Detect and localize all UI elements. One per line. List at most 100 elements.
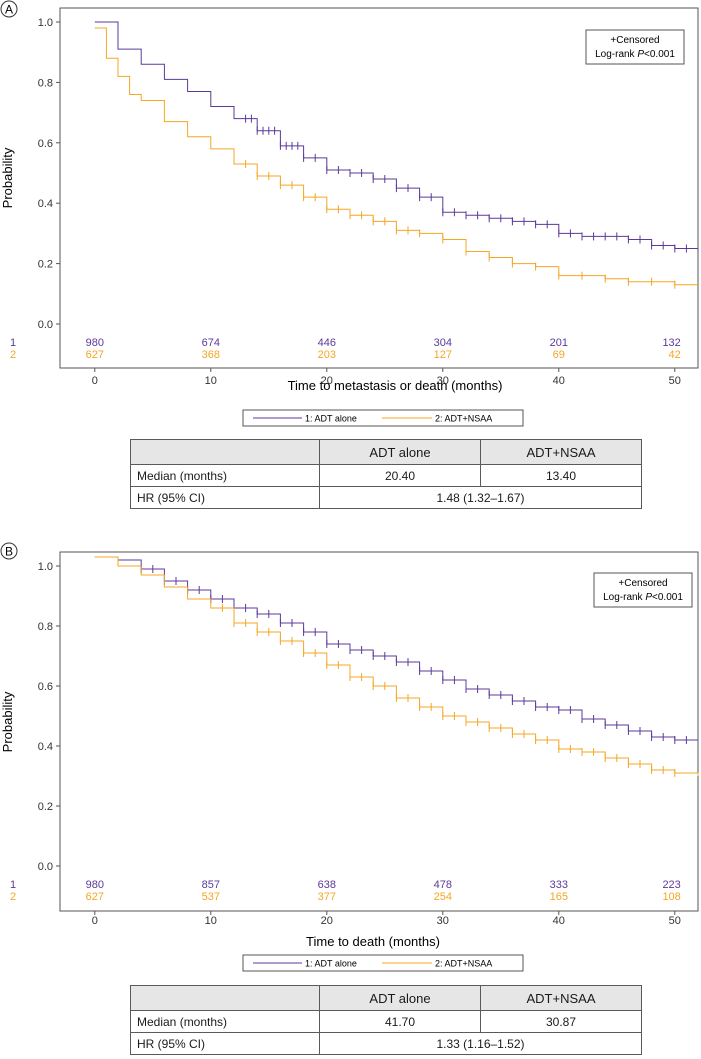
y-tick-label: 1.0 bbox=[38, 561, 53, 573]
plot-frame bbox=[59, 7, 699, 369]
panel-a-risk-row-label-2: 2 bbox=[10, 349, 16, 361]
at-risk-value-series2: 537 bbox=[202, 891, 220, 903]
panel-a-y-axis-label: Probability bbox=[0, 147, 15, 208]
y-tick-label: 0.6 bbox=[38, 681, 53, 693]
table-header-adt-nsaa: ADT+NSAA bbox=[480, 985, 642, 1011]
at-risk-value-series2: 203 bbox=[318, 349, 336, 361]
panel-b-legend-logrank: Log-rank P<0.001 bbox=[603, 592, 683, 603]
y-tick-label: 0.8 bbox=[38, 621, 53, 633]
at-risk-value-series1: 638 bbox=[318, 879, 336, 891]
at-risk-value-series2: 108 bbox=[662, 891, 680, 903]
y-tick-label: 1.0 bbox=[38, 17, 53, 29]
panel-b-legend-label-2: 2: ADT+NSAA bbox=[435, 959, 492, 969]
table-row: Median (months) 41.70 30.87 bbox=[130, 1010, 642, 1033]
x-tick-label: 40 bbox=[553, 375, 565, 387]
panel-b-risk-row-label-2: 2 bbox=[10, 891, 16, 903]
table-row: HR (95% CI) 1.33 (1.16–1.52) bbox=[130, 1032, 642, 1055]
x-tick-label: 50 bbox=[669, 915, 681, 927]
panel-a-risk-row-label-1: 1 bbox=[10, 337, 16, 349]
panel-b-letter-circle bbox=[0, 542, 18, 560]
table-header-row: ADT alone ADT+NSAA bbox=[130, 439, 642, 465]
y-tick-label: 0.8 bbox=[38, 77, 53, 89]
panel-b-summary-table: ADT alone ADT+NSAA Median (months) 41.70… bbox=[130, 985, 642, 1055]
x-tick-label: 30 bbox=[437, 375, 449, 387]
panel-b-x-axis-label: Time to death (months) bbox=[306, 934, 440, 949]
panel-a-summary-table: ADT alone ADT+NSAA Median (months) 20.40… bbox=[130, 439, 642, 509]
at-risk-value-series2: 42 bbox=[669, 349, 681, 361]
panel-a-legend-label-2: 2: ADT+NSAA bbox=[435, 414, 492, 424]
table-cell-median-label: Median (months) bbox=[130, 464, 320, 487]
at-risk-value-series2: 69 bbox=[553, 349, 565, 361]
at-risk-value-series1: 304 bbox=[434, 337, 452, 349]
table-cell-median-label: Median (months) bbox=[130, 1010, 320, 1033]
at-risk-value-series1: 980 bbox=[86, 879, 104, 891]
table-header-empty bbox=[130, 439, 320, 465]
at-risk-value-series1: 478 bbox=[434, 879, 452, 891]
at-risk-value-series1: 201 bbox=[550, 337, 568, 349]
panel-a-letter: A bbox=[5, 3, 13, 17]
panel-a-legend-label-1: 1: ADT alone bbox=[305, 414, 357, 424]
x-tick-label: 40 bbox=[553, 915, 565, 927]
at-risk-value-series1: 333 bbox=[550, 879, 568, 891]
table-cell-median-adt: 20.40 bbox=[319, 464, 481, 487]
x-tick-label: 0 bbox=[92, 375, 98, 387]
table-cell-hr-value: 1.33 (1.16–1.52) bbox=[319, 1032, 642, 1055]
at-risk-value-series2: 627 bbox=[86, 891, 104, 903]
y-tick-label: 0.0 bbox=[38, 319, 53, 331]
at-risk-value-series2: 127 bbox=[434, 349, 452, 361]
x-tick-label: 20 bbox=[321, 375, 333, 387]
table-header-adt-nsaa: ADT+NSAA bbox=[480, 439, 642, 465]
panel-b-risk-row-label-1: 1 bbox=[10, 879, 16, 891]
x-tick-label: 10 bbox=[205, 375, 217, 387]
panel-a-legend-box bbox=[585, 29, 685, 65]
at-risk-value-series2: 377 bbox=[318, 891, 336, 903]
y-tick-label: 0.4 bbox=[38, 741, 53, 753]
x-tick-label: 10 bbox=[205, 915, 217, 927]
x-tick-label: 30 bbox=[437, 915, 449, 927]
panel-b-y-axis-label: Probability bbox=[0, 691, 15, 752]
at-risk-value-series2: 254 bbox=[434, 891, 452, 903]
at-risk-value-series1: 223 bbox=[662, 879, 680, 891]
table-cell-hr-label: HR (95% CI) bbox=[130, 1032, 320, 1055]
panel-a-letter-circle bbox=[0, 0, 18, 18]
table-header-row: ADT alone ADT+NSAA bbox=[130, 985, 642, 1011]
at-risk-value-series1: 446 bbox=[318, 337, 336, 349]
plot-frame bbox=[59, 551, 699, 912]
at-risk-value-series2: 368 bbox=[202, 349, 220, 361]
table-row: HR (95% CI) 1.48 (1.32–1.67) bbox=[130, 486, 642, 509]
table-header-empty bbox=[130, 985, 320, 1011]
at-risk-value-series1: 674 bbox=[202, 337, 220, 349]
panel-b: B Probability Time to death (months) +Ce… bbox=[0, 542, 693, 972]
km-curve-series2 bbox=[94, 27, 698, 286]
table-cell-median-nsaa: 30.87 bbox=[480, 1010, 642, 1033]
panel-b-legend-label-1: 1: ADT alone bbox=[305, 959, 357, 969]
y-tick-label: 0.2 bbox=[38, 259, 53, 271]
x-tick-label: 20 bbox=[321, 915, 333, 927]
at-risk-value-series2: 627 bbox=[86, 349, 104, 361]
table-header-adt-alone: ADT alone bbox=[319, 439, 481, 465]
y-tick-label: 0.6 bbox=[38, 138, 53, 150]
at-risk-value-series1: 857 bbox=[202, 879, 220, 891]
table-cell-hr-value: 1.48 (1.32–1.67) bbox=[319, 486, 642, 509]
at-risk-value-series1: 132 bbox=[662, 337, 680, 349]
x-tick-label: 50 bbox=[669, 375, 681, 387]
y-tick-label: 0.4 bbox=[38, 198, 53, 210]
at-risk-value-series2: 165 bbox=[550, 891, 568, 903]
table-cell-median-adt: 41.70 bbox=[319, 1010, 481, 1033]
panel-a-legend-censored: +Censored bbox=[610, 35, 659, 46]
table-cell-median-nsaa: 13.40 bbox=[480, 464, 642, 487]
table-cell-hr-label: HR (95% CI) bbox=[130, 486, 320, 509]
y-tick-label: 0.2 bbox=[38, 801, 53, 813]
panel-b-letter: B bbox=[5, 545, 13, 559]
table-header-adt-alone: ADT alone bbox=[319, 985, 481, 1011]
x-tick-label: 0 bbox=[92, 915, 98, 927]
table-row: Median (months) 20.40 13.40 bbox=[130, 464, 642, 487]
panel-b-legend-box bbox=[593, 572, 693, 608]
panel-a: A Probability Time to metastasis or deat… bbox=[0, 0, 685, 427]
y-tick-label: 0.0 bbox=[38, 861, 53, 873]
at-risk-value-series1: 980 bbox=[86, 337, 104, 349]
panel-a-x-axis-label: Time to metastasis or death (months) bbox=[288, 378, 503, 393]
